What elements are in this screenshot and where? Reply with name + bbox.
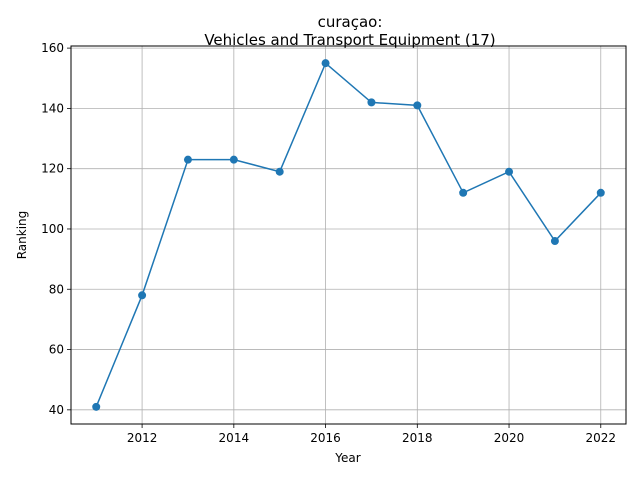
data-point bbox=[229, 155, 238, 164]
y-tick-label: 80 bbox=[49, 282, 64, 296]
plot-frame bbox=[70, 45, 627, 425]
grid-lines bbox=[71, 46, 626, 424]
series-line bbox=[95, 61, 602, 408]
x-tick-label: 2022 bbox=[585, 431, 616, 445]
x-tick-label: 2012 bbox=[127, 431, 158, 445]
data-point bbox=[321, 59, 330, 68]
data-point bbox=[550, 237, 559, 246]
y-tick-label: 60 bbox=[49, 343, 64, 357]
data-point bbox=[138, 291, 147, 300]
y-tick-label: 160 bbox=[41, 41, 64, 55]
y-tick-label: 120 bbox=[41, 162, 64, 176]
data-point bbox=[367, 98, 376, 107]
data-point bbox=[505, 167, 514, 176]
y-axis-ticks: 40 60 80 100 120 140 160 bbox=[41, 41, 71, 417]
y-tick-label: 140 bbox=[41, 101, 64, 115]
data-point bbox=[275, 167, 284, 176]
data-point bbox=[92, 402, 101, 411]
x-tick-label: 2016 bbox=[310, 431, 341, 445]
y-axis-label: Ranking bbox=[15, 211, 29, 260]
x-axis-label: Year bbox=[334, 451, 360, 465]
y-tick-label: 40 bbox=[49, 403, 64, 417]
x-tick-label: 2018 bbox=[402, 431, 433, 445]
x-tick-label: 2020 bbox=[494, 431, 525, 445]
data-point bbox=[596, 188, 605, 197]
x-axis-ticks: 2012 2014 2016 2018 2020 2022 bbox=[127, 424, 616, 445]
data-point bbox=[413, 101, 422, 110]
chart-title-line-2: Vehicles and Transport Equipment (17) bbox=[204, 31, 495, 49]
x-tick-label: 2014 bbox=[219, 431, 250, 445]
y-tick-label: 100 bbox=[41, 222, 64, 236]
data-point bbox=[459, 188, 468, 197]
series-markers bbox=[92, 59, 605, 411]
chart-title-line-1: curaçao: bbox=[318, 13, 383, 31]
data-point bbox=[183, 155, 192, 164]
